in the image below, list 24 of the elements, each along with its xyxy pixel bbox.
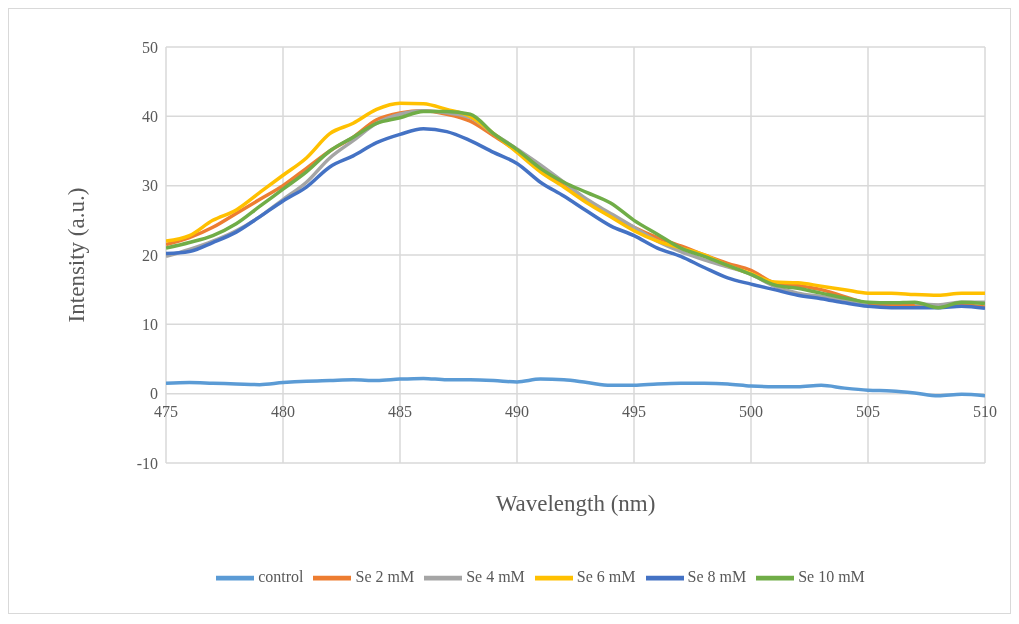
y-tick-label: -10 [136, 454, 158, 472]
y-tick-label: 50 [142, 38, 158, 56]
legend-label: Se 6 mM [576, 567, 636, 585]
x-axis-title: Wavelength (nm) [495, 491, 656, 517]
y-tick-label: 40 [142, 108, 158, 126]
legend-label: Se 10 mM [798, 567, 865, 585]
legend-label: Se 8 mM [687, 567, 747, 585]
x-tick-label: 510 [973, 402, 997, 420]
y-tick-label: 20 [142, 246, 158, 264]
y-tick-label: 10 [142, 316, 158, 334]
y-tick-label: 0 [150, 385, 158, 403]
x-tick-label: 490 [505, 402, 529, 420]
y-tick-label: 30 [142, 177, 158, 195]
legend-label: Se 2 mM [355, 567, 415, 585]
x-tick-label: 495 [622, 402, 646, 420]
x-tick-label: 480 [271, 402, 295, 420]
x-tick-label: 505 [856, 402, 880, 420]
legend-label: control [258, 567, 304, 585]
y-axis-title: Intensity (a.u.) [64, 187, 90, 323]
legend-label: Se 4 mM [466, 567, 525, 585]
line-series [166, 376, 985, 398]
x-tick-label: 485 [388, 402, 412, 420]
x-tick-label: 500 [739, 402, 763, 420]
x-tick-label: 475 [154, 402, 178, 420]
